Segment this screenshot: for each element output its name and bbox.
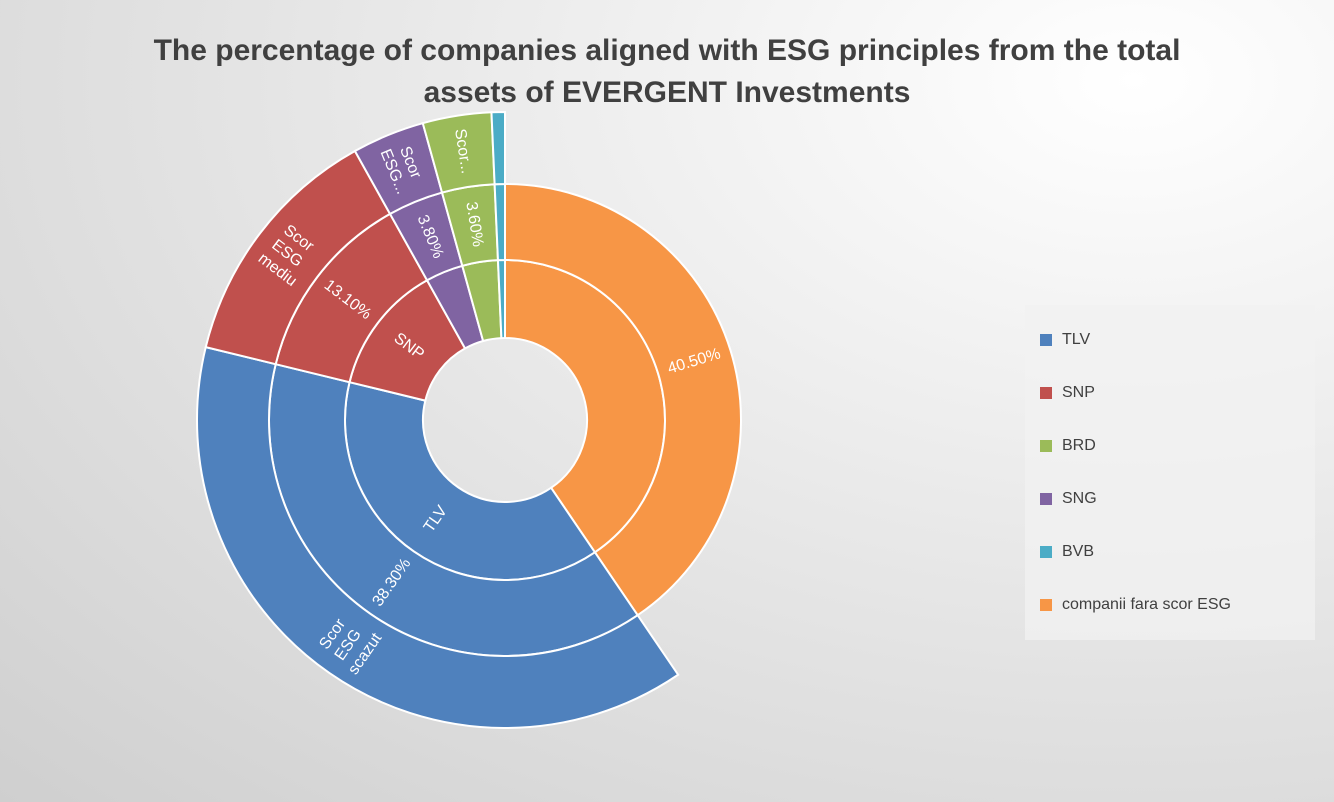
legend-label: SNP <box>1062 384 1095 401</box>
legend-label: SNG <box>1062 490 1097 507</box>
legend-label: companii fara scor ESG <box>1062 596 1231 613</box>
legend-swatch <box>1040 387 1052 399</box>
legend-swatch <box>1040 599 1052 611</box>
data-label: Scor... <box>451 128 475 175</box>
data-label: 3.60% <box>462 201 486 248</box>
legend-label: BVB <box>1062 543 1094 560</box>
legend-label: BRD <box>1062 437 1096 454</box>
legend-swatch <box>1040 493 1052 505</box>
legend-box <box>1025 305 1315 640</box>
sunburst-segment <box>196 345 680 729</box>
legend-swatch <box>1040 334 1052 346</box>
chart-title: The percentage of companies aligned with… <box>153 34 1181 109</box>
legend-label: TLV <box>1062 331 1090 348</box>
legend-swatch <box>1040 440 1052 452</box>
legend-swatch <box>1040 546 1052 558</box>
sunburst-segment <box>504 182 742 617</box>
sunburst-segment <box>490 110 506 186</box>
